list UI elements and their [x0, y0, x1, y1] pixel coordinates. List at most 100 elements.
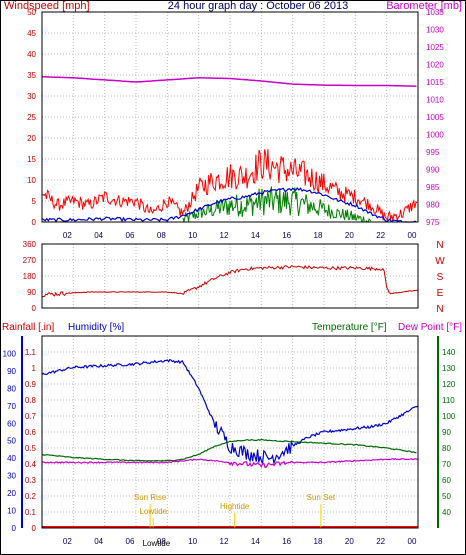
panel1-left-tick: 25: [27, 113, 36, 122]
panel3-humidity-tick: 90: [7, 367, 16, 376]
panel1-x-tick: 08: [157, 231, 166, 240]
panel3-rain-tick: 0.7: [25, 412, 37, 421]
panel1-right-title: Barometer [mb]: [386, 0, 462, 12]
panel1-right-tick: 1010: [426, 96, 444, 105]
panel3-rain-tick: 0.1: [25, 508, 37, 517]
panel1-x-tick: 18: [314, 231, 323, 240]
panel2-border: [41, 243, 419, 309]
panel3-temp-tick: 100: [442, 412, 456, 421]
panel1-right-tick: 975: [426, 218, 440, 227]
panel3-humidity-tick: 40: [7, 454, 16, 463]
annotation-hightide: Hightide: [220, 502, 250, 511]
panel1-left-title: Windspeed [mph]: [4, 0, 90, 12]
panel2-compass-label: N: [436, 240, 443, 251]
panel3-x-tick: 22: [376, 537, 385, 546]
panel1-left-tick: 50: [27, 8, 36, 17]
panel3-border: [41, 335, 419, 529]
annotation-sunset: Sun Set: [307, 493, 336, 502]
panel3-rain-tick: 0.3: [25, 476, 37, 485]
panel2-left-tick: 90: [27, 288, 36, 297]
panel1-left-tick: 15: [27, 155, 36, 164]
panel3-rain-tick: 1: [32, 364, 37, 373]
panel3-temp-tick: 110: [442, 396, 455, 405]
panel3-rain-tick: 0.2: [25, 492, 37, 501]
panel3-x-tick: 10: [188, 537, 197, 546]
panel3-temp-tick: 50: [442, 492, 451, 501]
panel1-x-tick: 02: [63, 231, 72, 240]
panel3-humidity-tick: 20: [7, 489, 16, 498]
panel3-humidity-tick: 60: [7, 419, 16, 428]
panel1-border: [41, 11, 419, 223]
panel3-x-tick: 04: [94, 537, 103, 546]
panel3-x-tick: 16: [282, 537, 291, 546]
panel3-temp-title: Temperature [°F]: [312, 322, 387, 333]
panel2-left-tick: 270: [23, 256, 37, 265]
panel1-x-tick: 12: [220, 231, 229, 240]
panel1-left-tick: 10: [27, 176, 36, 185]
panel3-temp-tick: 40: [442, 508, 451, 517]
panel1-right-tick: 1025: [426, 43, 444, 52]
panel3-x-tick: 02: [63, 537, 72, 546]
panel1-x-tick: 00: [408, 231, 417, 240]
panel3-temp-tick: 140: [442, 348, 456, 357]
panel3-rain-title: Rainfall [.in]: [2, 322, 54, 333]
panel1-right-tick: 980: [426, 201, 440, 210]
panel3-x-tick: 08: [157, 537, 166, 546]
panel3-humidity-tick: 50: [7, 437, 16, 446]
panel1-center-title: 24 hour graph day : October 06 2013: [168, 0, 348, 12]
panel1-left-tick: 30: [27, 92, 36, 101]
panel2-compass-label: S: [437, 272, 444, 283]
panel1-right-tick: 1005: [426, 113, 444, 122]
panel2-left-tick: 180: [23, 272, 37, 281]
panel2-compass-label: N: [436, 304, 443, 315]
panel1-right-tick: 1020: [426, 61, 444, 70]
panel3-humidity-tick: 80: [7, 384, 16, 393]
panel3-x-tick: 14: [251, 537, 260, 546]
panel3-x-tick: 12: [220, 537, 229, 546]
panel3-temp-tick: 70: [442, 460, 451, 469]
panel1-right-tick: 995: [426, 148, 440, 157]
panel1-left-tick: 5: [32, 197, 37, 206]
panel3-humidity-tick: 30: [7, 472, 16, 481]
panel1-right-tick: 1030: [426, 26, 444, 35]
panel3-humidity-tick: 100: [3, 349, 17, 358]
panel3-rain-tick: 0.4: [25, 460, 37, 469]
panel3-x-tick: 18: [314, 537, 323, 546]
panel1-x-tick: 22: [376, 231, 385, 240]
panel1-x-tick: 04: [94, 231, 103, 240]
panel3-humidity-tick: 0: [12, 524, 17, 533]
panel1-right-tick: 1015: [426, 78, 444, 87]
panel1-x-tick: 06: [126, 231, 135, 240]
panel1-x-tick: 20: [345, 231, 354, 240]
dewpoint-line: [42, 457, 419, 469]
panel1-x-tick: 10: [188, 231, 197, 240]
panel3-temp-tick: 80: [442, 444, 451, 453]
panel3-rain-tick: 0.5: [25, 444, 37, 453]
panel1-right-tick: 990: [426, 166, 440, 175]
avg-wind-line: [41, 187, 417, 223]
panel3-x-tick: 20: [345, 537, 354, 546]
panel3-dew-title: Dew Point [°F]: [398, 322, 462, 333]
humidity-line: [41, 358, 419, 466]
gust-line: [41, 149, 418, 222]
panel3-rain-tick: 0.8: [25, 396, 37, 405]
wind-green-line: [182, 186, 372, 223]
panel3-temp-tick: 60: [442, 476, 451, 485]
panel3-rain-tick: 0.6: [25, 428, 37, 437]
panel1-right-tick: 985: [426, 183, 440, 192]
annotation-lowtide-1: Lowtide: [139, 507, 167, 516]
temperature-line: [41, 438, 417, 462]
panel1-right-tick: 1000: [426, 131, 444, 140]
panel3-humidity-tick: 10: [7, 507, 16, 516]
panel2-left-tick: 360: [23, 240, 37, 249]
panel1-left-tick: 20: [27, 134, 36, 143]
panel3-rain-tick: 0.9: [25, 380, 37, 389]
wind-direction-line: [41, 264, 419, 298]
panel3-temp-tick: 120: [442, 380, 456, 389]
panel1-x-tick: 16: [282, 231, 291, 240]
barometer-line: [42, 76, 417, 87]
panel2-compass-label: W: [435, 256, 445, 267]
